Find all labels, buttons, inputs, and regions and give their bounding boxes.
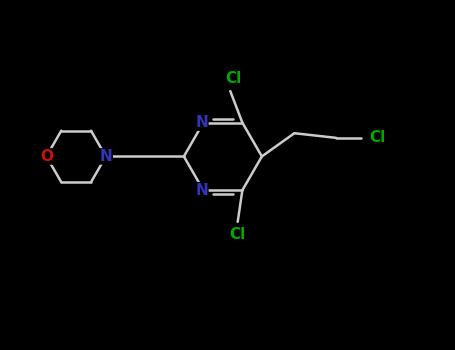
Text: N: N — [195, 115, 208, 130]
Text: N: N — [195, 183, 208, 198]
Text: Cl: Cl — [230, 227, 246, 242]
Text: Cl: Cl — [225, 71, 241, 86]
Text: O: O — [40, 149, 53, 164]
Text: N: N — [100, 149, 112, 164]
Text: Cl: Cl — [369, 130, 385, 145]
